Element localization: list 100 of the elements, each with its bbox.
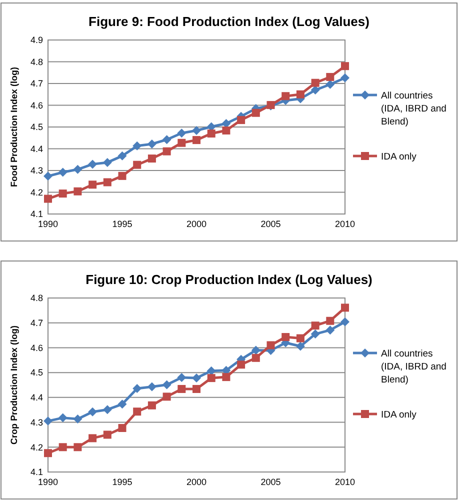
- point: [88, 180, 97, 189]
- chart-title: Figure 10: Crop Production Index (Log Values): [86, 272, 372, 287]
- point: [102, 158, 112, 167]
- y-axis-title: Food Production Index (log): [9, 67, 19, 187]
- point: [132, 384, 142, 393]
- point: [252, 108, 260, 117]
- x-tick-label: 2010: [334, 477, 356, 487]
- point: [118, 424, 126, 432]
- y-tick-label: 4.8: [30, 56, 43, 67]
- point: [326, 80, 335, 89]
- x-tick-label: 1990: [38, 477, 58, 487]
- point: [58, 168, 68, 177]
- point: [192, 384, 200, 393]
- point: [237, 360, 246, 369]
- x-tick-label: 2000: [186, 219, 207, 229]
- point: [88, 434, 97, 442]
- point: [222, 126, 230, 134]
- point: [74, 187, 82, 196]
- point: [162, 147, 171, 156]
- point: [222, 373, 230, 382]
- point: [326, 316, 334, 325]
- point: [341, 62, 349, 70]
- x-tick-label: 1995: [112, 477, 132, 487]
- point: [207, 374, 216, 382]
- point: [252, 354, 260, 362]
- point: [44, 416, 52, 426]
- point: [102, 405, 112, 414]
- point: [237, 116, 246, 124]
- point: [118, 400, 127, 409]
- point: [340, 73, 350, 82]
- point: [341, 304, 349, 312]
- y-tick-label: 4.1: [30, 209, 43, 220]
- point: [58, 443, 67, 452]
- point: [103, 178, 112, 186]
- point: [147, 382, 156, 392]
- legend-label: IDA only: [381, 409, 417, 420]
- point: [326, 326, 335, 335]
- x-tick-label: 1990: [38, 219, 58, 229]
- x-tick-label: 2005: [260, 219, 281, 229]
- point: [310, 86, 320, 95]
- point: [207, 130, 216, 138]
- point: [296, 90, 304, 98]
- point: [266, 341, 275, 350]
- point: [74, 443, 82, 452]
- y-tick-label: 4.3: [30, 417, 43, 428]
- x-tick-label: 1995: [112, 219, 132, 229]
- point: [310, 330, 320, 339]
- point: [103, 430, 112, 439]
- y-tick-label: 4.4: [30, 392, 43, 403]
- point: [162, 135, 172, 144]
- x-tick-label: 2010: [334, 219, 356, 229]
- y-tick-label: 4.1: [30, 467, 43, 478]
- point: [296, 342, 305, 351]
- point: [58, 413, 68, 422]
- point: [192, 126, 201, 135]
- point: [162, 392, 171, 401]
- y-tick-label: 4.5: [30, 368, 43, 378]
- legend-label: All countries (IDA, IBRD and Blend): [381, 348, 446, 386]
- point: [282, 92, 290, 100]
- point: [73, 414, 82, 424]
- point: [147, 139, 156, 148]
- point: [133, 160, 142, 169]
- chart-title: Figure 9: Food Production Index (Log Values): [88, 14, 370, 29]
- y-tick-label: 4.2: [30, 442, 43, 452]
- point: [326, 72, 334, 81]
- x-tick-label: 2005: [260, 477, 281, 487]
- point: [192, 136, 200, 144]
- point: [148, 401, 156, 410]
- point: [282, 333, 290, 342]
- point: [340, 317, 350, 326]
- point: [296, 334, 304, 342]
- point: [44, 194, 52, 203]
- point: [44, 449, 52, 458]
- point: [177, 128, 186, 138]
- point: [311, 322, 320, 330]
- point: [251, 346, 260, 355]
- point: [178, 384, 186, 393]
- point: [88, 160, 98, 169]
- y-tick-label: 4.6: [30, 100, 43, 110]
- point: [133, 408, 142, 416]
- y-tick-label: 4.9: [30, 35, 43, 46]
- point: [162, 380, 172, 390]
- point: [88, 407, 98, 416]
- y-tick-label: 4.5: [30, 122, 43, 132]
- legend-label: IDA only: [381, 151, 417, 162]
- point: [148, 154, 156, 163]
- y-tick-label: 4.7: [30, 78, 43, 89]
- point: [58, 190, 67, 198]
- point: [73, 164, 82, 174]
- y-tick-label: 4.3: [30, 166, 43, 176]
- y-axis-title: Crop Production Index (log): [9, 326, 19, 444]
- legend-label: All countries (IDA, IBRD and Blend): [381, 90, 446, 128]
- point: [311, 78, 320, 87]
- y-tick-label: 4.8: [30, 293, 43, 304]
- y-tick-label: 4.2: [30, 187, 43, 198]
- point: [178, 138, 186, 147]
- point: [118, 151, 127, 160]
- point: [192, 374, 201, 383]
- y-tick-label: 4.7: [30, 318, 43, 328]
- point: [132, 141, 142, 150]
